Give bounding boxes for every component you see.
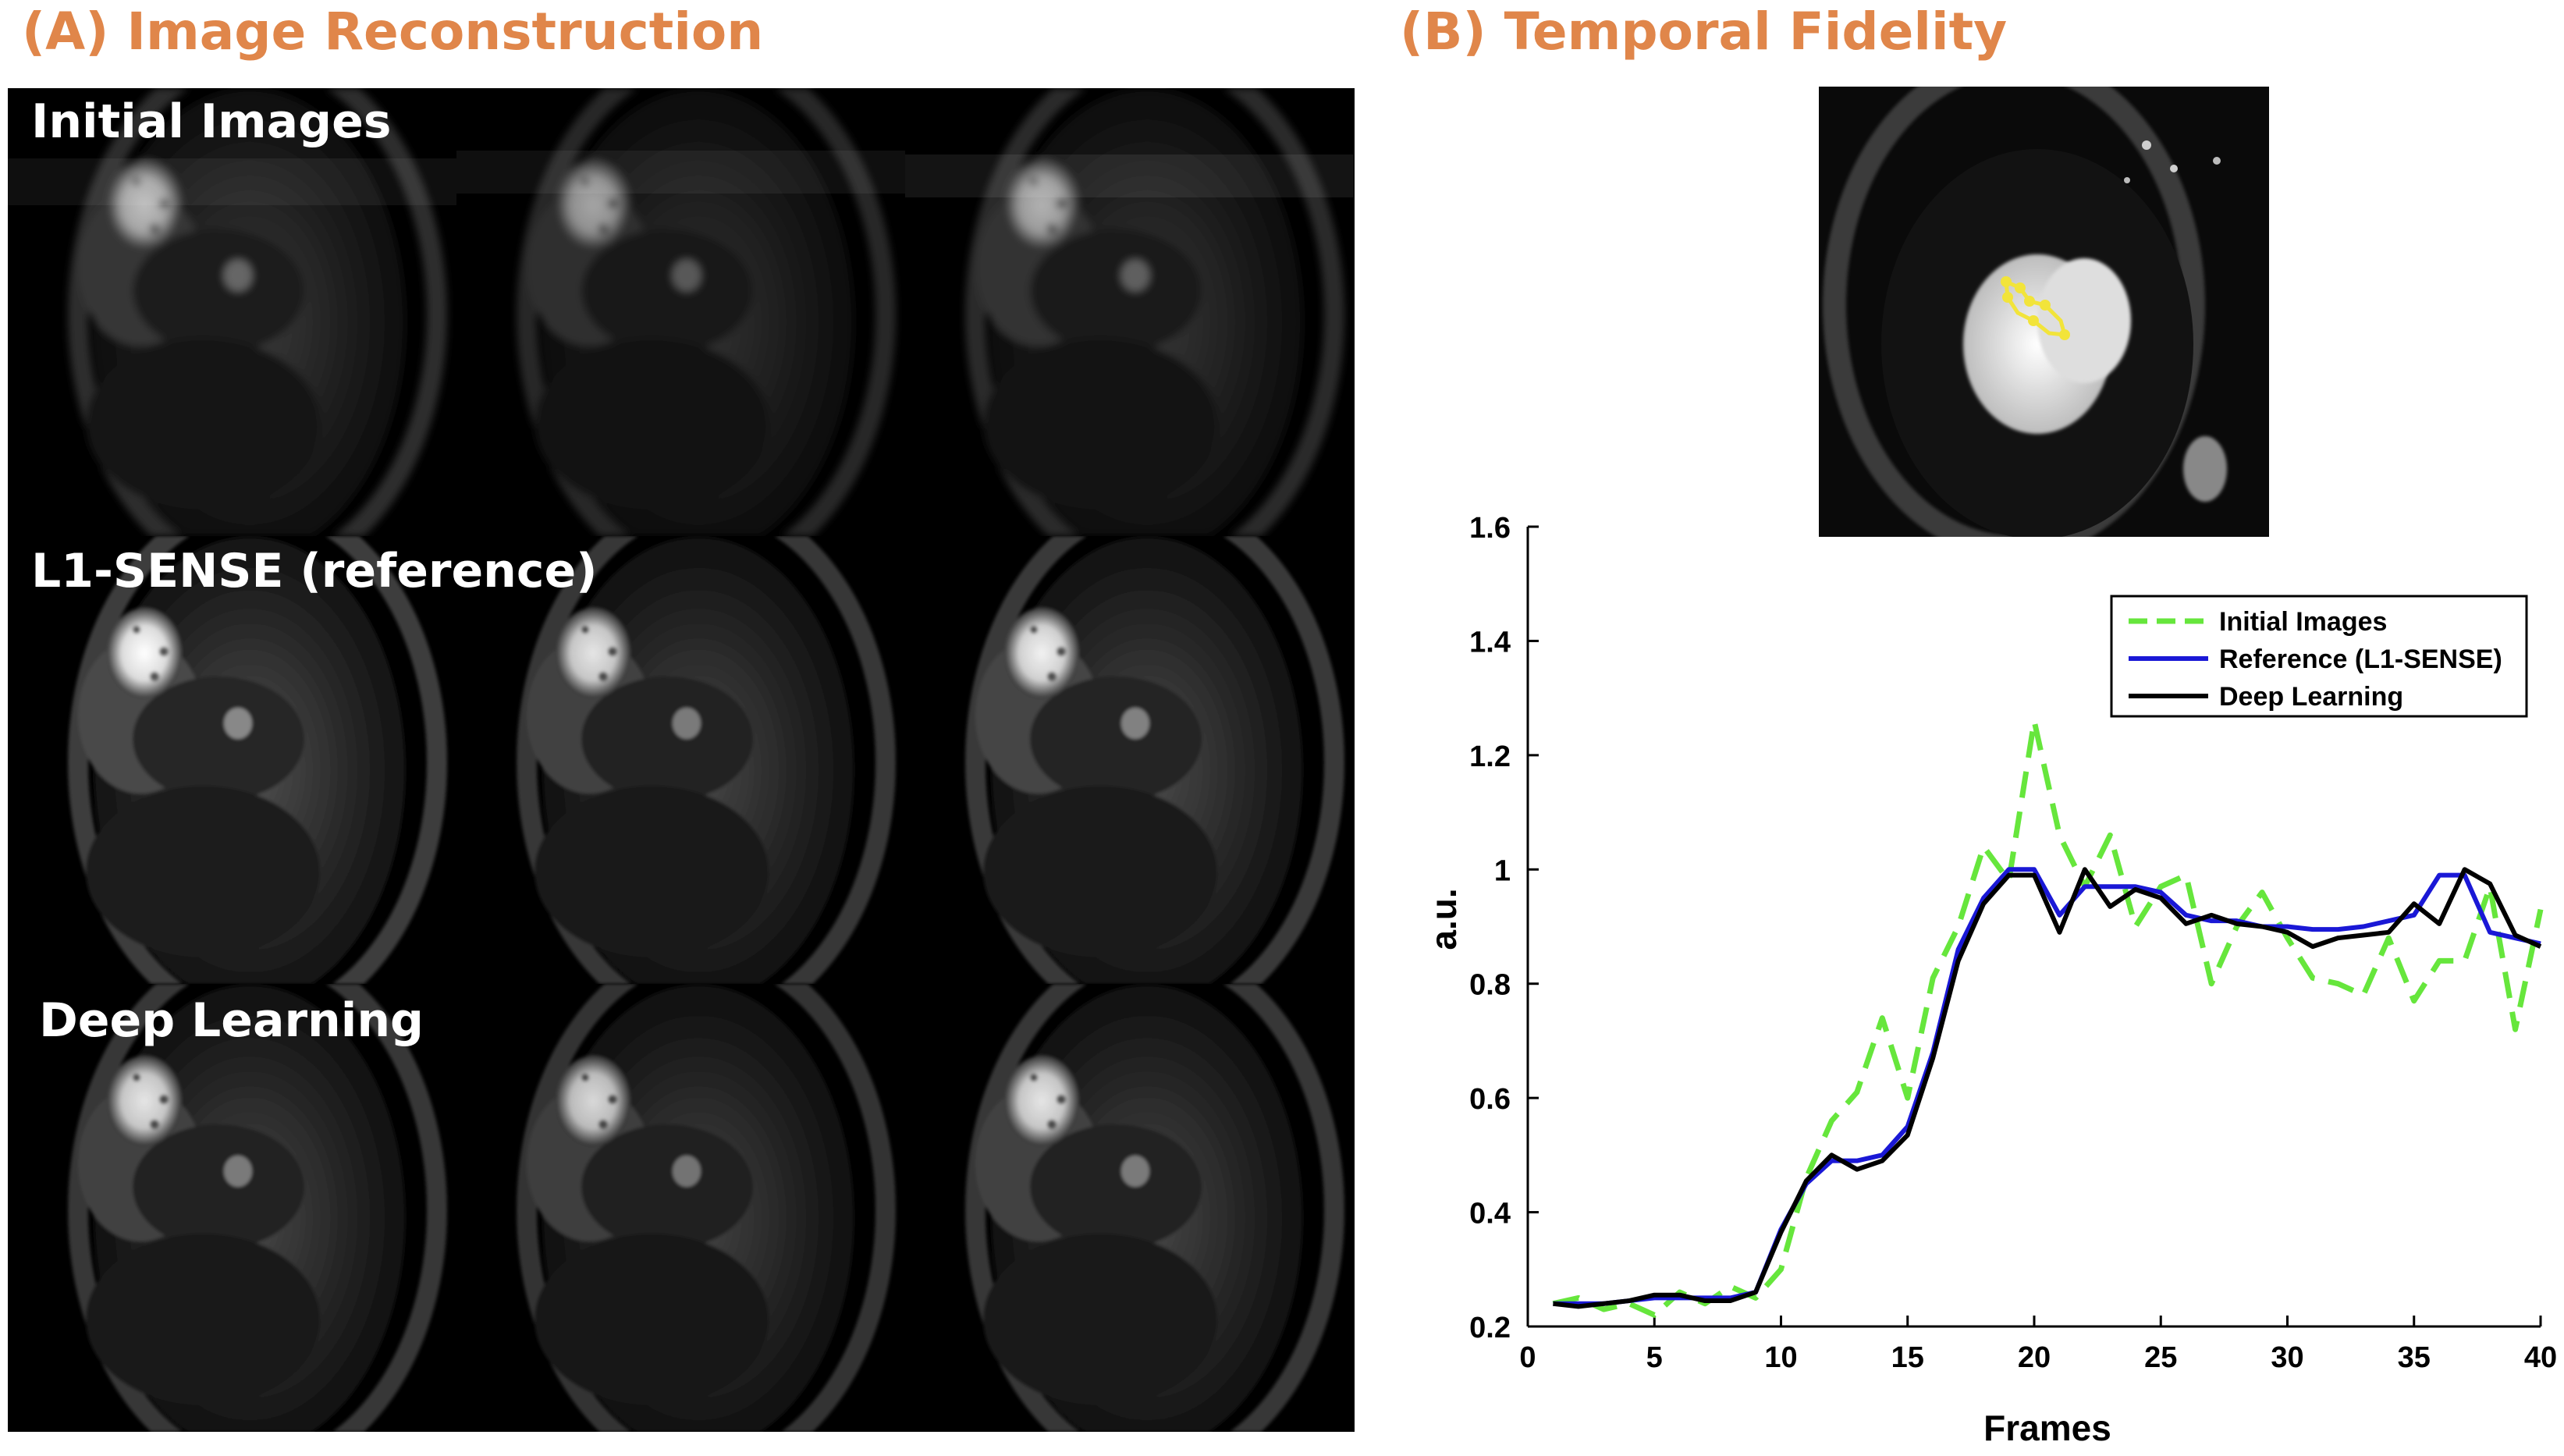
mri-frame-deep-learning-2 <box>456 984 905 1432</box>
x-tick-label: 0 <box>1519 1341 1536 1374</box>
series-line-0 <box>1552 718 2544 1318</box>
mri-frame-reference-3 <box>905 536 1354 984</box>
x-tick-label: 10 <box>1764 1341 1797 1374</box>
mri-row-initial: Initial Images <box>8 88 1355 536</box>
legend-label: Initial Images <box>2219 607 2387 637</box>
mri-row-reference: L1-SENSE (reference) <box>8 536 1355 984</box>
roi-reference-image <box>1819 87 2269 537</box>
legend-label: Reference (L1-SENSE) <box>2219 645 2502 674</box>
mri-image-grid: Initial Images L1-SENSE (reference) Deep… <box>8 88 1355 1432</box>
y-tick-label: 0.8 <box>1469 969 1511 1002</box>
y-tick-label: 0.4 <box>1469 1198 1511 1230</box>
mri-frame-initial-3 <box>905 88 1354 536</box>
series-line-1 <box>1553 867 2541 1306</box>
mri-frame-deep-learning-1 <box>8 984 456 1432</box>
y-axis-label: a.u. <box>1423 888 1464 950</box>
legend-label: Deep Learning <box>2219 682 2403 712</box>
y-tick-label: 1.2 <box>1469 740 1511 773</box>
chart-legend: Initial Images Reference (L1-SENSE) Deep L… <box>2110 595 2528 718</box>
mri-frame-reference-1 <box>8 536 456 984</box>
panel-b-title: (B) Temporal Fidelity <box>1400 2 2008 62</box>
y-tick-label: 0.6 <box>1469 1083 1511 1116</box>
mri-frame-deep-learning-3 <box>905 984 1354 1432</box>
y-tick-label: 0.2 <box>1469 1312 1511 1344</box>
x-tick-label: 25 <box>2144 1341 2177 1374</box>
mri-frame-initial-2 <box>456 88 905 536</box>
y-tick-label: 1.6 <box>1469 512 1511 545</box>
row-label-initial: Initial Images <box>31 94 392 149</box>
mri-frame-reference-2 <box>456 536 905 984</box>
panel-a-title: (A) Image Reconstruction <box>22 2 764 62</box>
y-tick-label: 1 <box>1494 854 1511 887</box>
mri-row-deep-learning: Deep Learning <box>8 984 1355 1432</box>
x-tick-label: 40 <box>2524 1341 2557 1374</box>
series-line-2 <box>1553 867 2542 1309</box>
x-tick-label: 20 <box>2018 1341 2051 1374</box>
x-tick-label: 5 <box>1646 1341 1663 1374</box>
row-label-reference: L1-SENSE (reference) <box>31 544 598 598</box>
x-tick-label: 15 <box>1891 1341 1924 1374</box>
row-label-deep-learning: Deep Learning <box>39 993 424 1048</box>
y-tick-label: 1.4 <box>1469 626 1511 659</box>
x-tick-label: 35 <box>2398 1341 2431 1374</box>
mri-frame-initial-1 <box>8 88 456 536</box>
x-axis-label: Frames <box>1983 1408 2111 1448</box>
x-tick-label: 30 <box>2271 1341 2303 1374</box>
temporal-fidelity-chart: 0.20.40.60.811.21.41.6 0 5 10 15 20 25 30 35 40 … <box>1423 512 2557 1448</box>
